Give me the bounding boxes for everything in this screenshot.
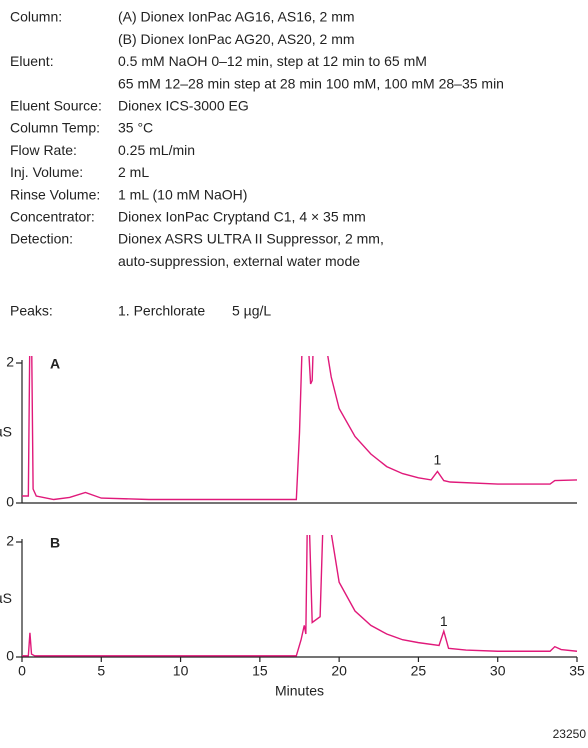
x-tick-label: 30	[490, 663, 506, 679]
panel-label: B	[50, 535, 60, 551]
y-axis-label: µS	[0, 590, 12, 606]
condition-label: Concentrator:	[10, 209, 95, 225]
condition-label: Eluent:	[10, 53, 54, 69]
condition-label: Column Temp:	[10, 120, 100, 136]
y-tick-label: 2	[6, 533, 14, 549]
x-tick-label: 25	[411, 663, 427, 679]
condition-value: Dionex IonPac Cryptand C1, 4 × 35 mm	[118, 209, 366, 225]
y-axis-label: µS	[0, 424, 12, 440]
x-tick-label: 35	[569, 663, 585, 679]
condition-label: Rinse Volume:	[10, 186, 100, 202]
condition-value: auto-suppression, external water mode	[118, 253, 360, 269]
condition-value: (A) Dionex IonPac AG16, AS16, 2 mm	[118, 9, 355, 25]
x-tick-label: 20	[331, 663, 347, 679]
condition-value: 1 mL (10 mM NaOH)	[118, 186, 247, 202]
x-tick-label: 15	[252, 663, 268, 679]
panel-label: A	[50, 356, 60, 372]
peak-name: 1. Perchlorate	[118, 303, 205, 319]
condition-value: 2 mL	[118, 164, 149, 180]
peak-annotation: 1	[440, 613, 448, 629]
figure-id: 23250	[553, 727, 587, 741]
condition-value: (B) Dionex IonPac AG20, AS20, 2 mm	[118, 31, 355, 47]
y-tick-label: 0	[6, 648, 14, 664]
condition-value: 65 mM 12–28 min step at 28 min 100 mM, 1…	[118, 75, 504, 91]
peaks-label: Peaks:	[10, 303, 53, 319]
trace	[22, 356, 578, 501]
x-tick-label: 10	[173, 663, 189, 679]
condition-label: Detection:	[10, 231, 73, 247]
condition-label: Eluent Source:	[10, 98, 102, 114]
peak-annotation: 1	[434, 452, 442, 468]
condition-label: Column:	[10, 9, 62, 25]
x-axis-label: Minutes	[275, 683, 324, 699]
y-tick-label: 2	[6, 354, 14, 370]
y-tick-label: 0	[6, 494, 14, 510]
condition-value: 0.25 mL/min	[118, 142, 195, 158]
condition-value: 0.5 mM NaOH 0–12 min, step at 12 min to …	[118, 53, 427, 69]
trace	[22, 535, 578, 657]
condition-value: Dionex ASRS ULTRA II Suppressor, 2 mm,	[118, 231, 384, 247]
x-tick-label: 0	[18, 663, 26, 679]
condition-value: Dionex ICS-3000 EG	[118, 98, 249, 114]
condition-value: 35 °C	[118, 120, 153, 136]
x-tick-label: 5	[97, 663, 105, 679]
peak-amount: 5 µg/L	[232, 303, 271, 319]
condition-label: Flow Rate:	[10, 142, 77, 158]
condition-label: Inj. Volume:	[10, 164, 83, 180]
